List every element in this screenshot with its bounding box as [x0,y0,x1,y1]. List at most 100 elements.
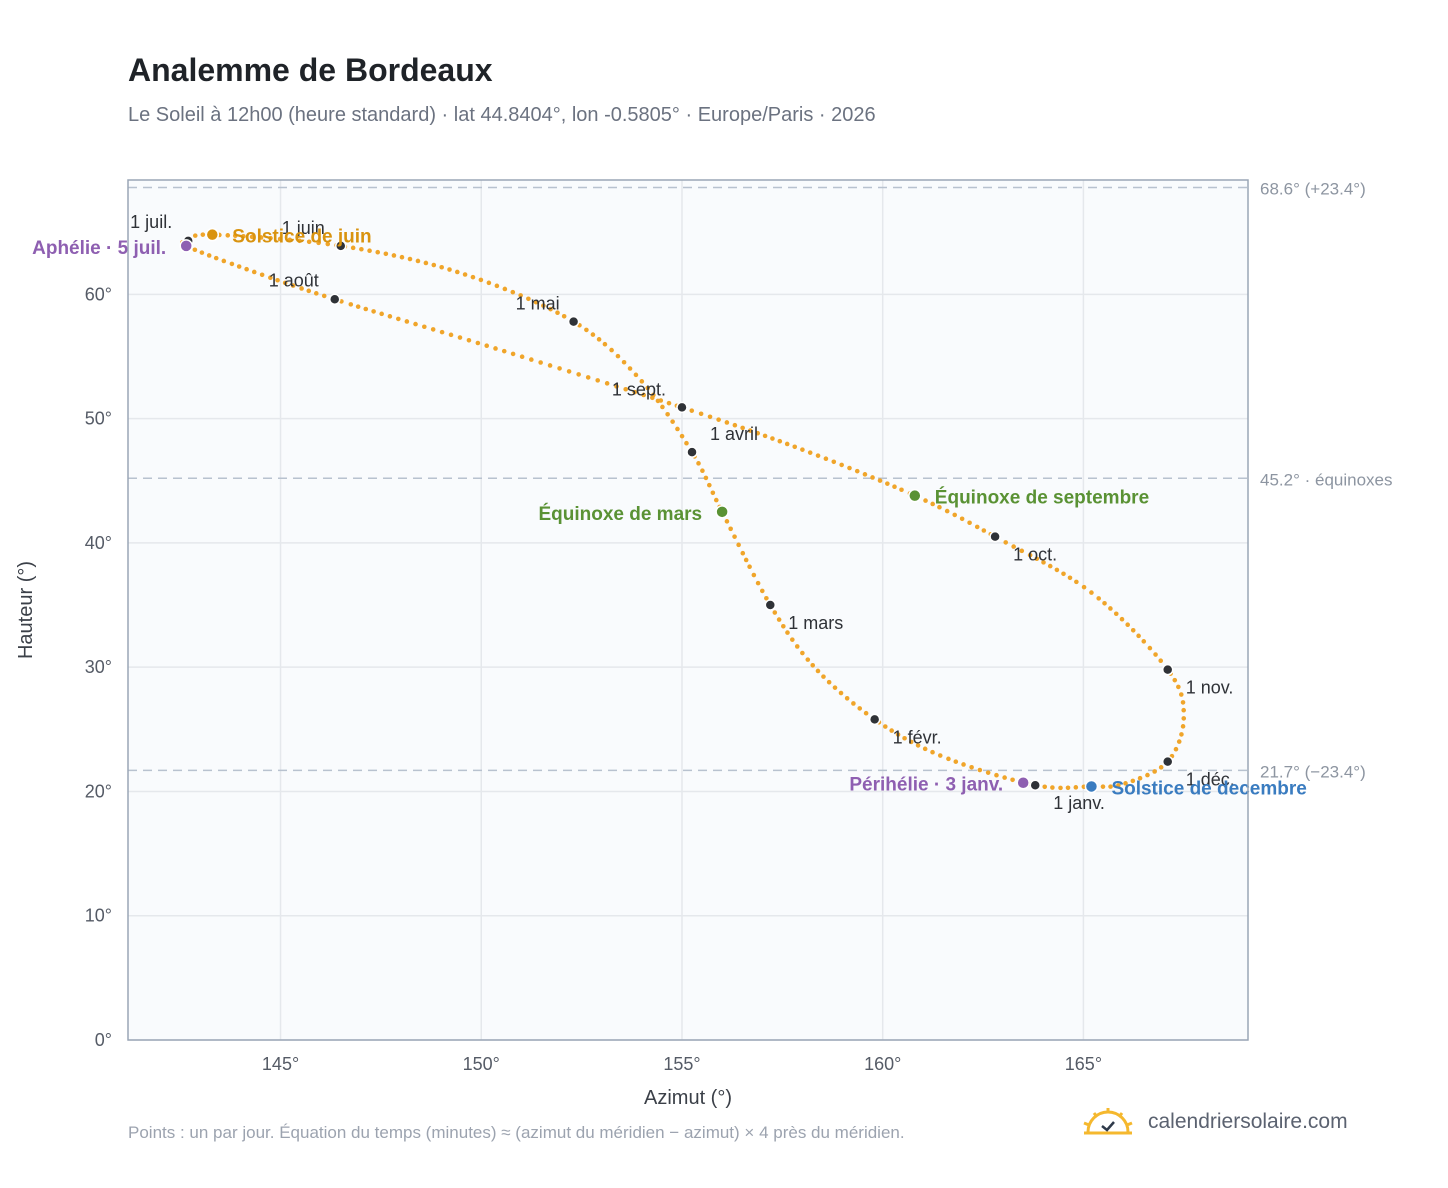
curve-dot [192,247,198,253]
month-marker [868,713,881,726]
curve-dot [728,526,733,532]
curve-dot [383,251,389,257]
curve-dot [348,302,354,307]
curve-dot [790,637,795,642]
month-markers: 1 janv. 1 févr. 1 mars 1 avril 1 mai 1 juin 1 … [130,212,1235,813]
curve-dot [1067,575,1073,581]
month-marker-label: 1 janv. [1053,793,1105,813]
month-marker-label: 1 mai [516,294,560,314]
curve-dot [306,239,312,245]
curve-dot [258,235,264,240]
curve-dot [494,283,500,289]
curve-dot [777,438,783,444]
curve-dot [882,724,888,729]
curve-dot [277,236,283,242]
curve-dot [526,296,531,302]
curve-dot [447,267,452,272]
curve-dot [1019,548,1025,554]
curve-dot [213,255,219,261]
curve-dot [1147,645,1153,651]
chart-subtitle: Le Soleil à 12h00 (heure standard) · lat… [128,104,876,126]
curve-dot [1178,692,1184,697]
curve-dot [946,756,951,762]
y-tick-label: 10° [85,906,112,926]
curve-dot [1027,552,1033,558]
curve-dot [857,706,863,711]
curve-dot [977,767,983,773]
curve-dot [885,481,890,486]
curve-dot [576,372,581,377]
curve-dot [1172,677,1178,683]
curve-dot [895,732,901,737]
curve-dot [870,475,875,480]
curve-dot [776,617,782,622]
event-label: Équinoxe de mars [538,503,702,525]
curve-dot [529,357,534,362]
axis-ticks: 145° 150° 155° 160° 165° 0° 10° 20° 30° 40° 50° 60° [85,284,1102,1074]
curve-dot [764,595,769,601]
curve-dot [1176,739,1182,744]
curve-dot [1108,784,1113,789]
curve-dot [755,580,761,586]
curve-dot [1179,732,1184,737]
curve-dot [658,398,664,403]
curve-dot [922,746,928,752]
curve-dot [602,341,608,347]
curve-dot [407,256,413,262]
curve-dot [707,414,713,420]
curve-dot [967,520,972,526]
event-marker [1084,779,1099,794]
curve-dot [501,348,507,354]
curve-dot [609,347,614,353]
curve-dot [566,369,572,374]
curve-dot [422,324,427,330]
curve-dot [815,668,821,674]
curve-dot [585,375,591,380]
curve-dot [475,340,481,346]
curve-dot [1081,584,1087,590]
curve-dot [1130,778,1136,784]
curve-dot [1002,775,1007,780]
curve-dot [1130,627,1136,633]
curve-dot [371,309,376,314]
curve-dot [759,588,765,594]
curve-dot [784,441,790,447]
curve-dot [675,426,680,432]
month-marker-label: 1 août [269,270,319,290]
x-tick-label: 150° [463,1054,500,1074]
y-axis-label: Hauteur (°) [15,561,37,659]
curve-dot [518,293,523,298]
curve-dot [815,453,821,458]
curve-dot [707,482,712,488]
curve-dot [325,241,331,247]
sun-logo-icon [1083,1108,1133,1135]
curve-dot [665,411,670,417]
curve-dot [641,392,646,398]
month-marker-label: 1 juil. [130,212,172,232]
curve-dot [241,233,246,239]
curve-dot [316,240,321,246]
curve-dot [724,519,730,524]
month-marker [686,446,698,458]
brand-logo[interactable]: calendriersolaire.com [1082,1106,1348,1138]
curve-dot [232,233,238,239]
curve-dot [1102,600,1107,606]
plot-background [128,180,1248,1040]
curve-dot [838,690,844,696]
curve-dot [510,289,516,295]
event-label: Aphélie · 5 juil. [32,238,166,259]
curve-dot [952,512,958,518]
x-tick-label: 155° [663,1054,700,1074]
event-marker [205,227,220,242]
event-label: Périhélie · 3 janv. [849,775,1003,796]
curve-dot [696,461,701,466]
curve-dot [1054,567,1060,573]
curve-dot [839,462,844,468]
curve-dot [615,353,621,359]
chart-footnote: Points : un par jour. Équation du temps … [128,1123,905,1142]
curve-dot [1181,716,1187,721]
curve-dot [645,385,650,391]
curve-dot [889,728,894,733]
curve-dot [282,280,288,286]
curve-dot [847,465,852,471]
